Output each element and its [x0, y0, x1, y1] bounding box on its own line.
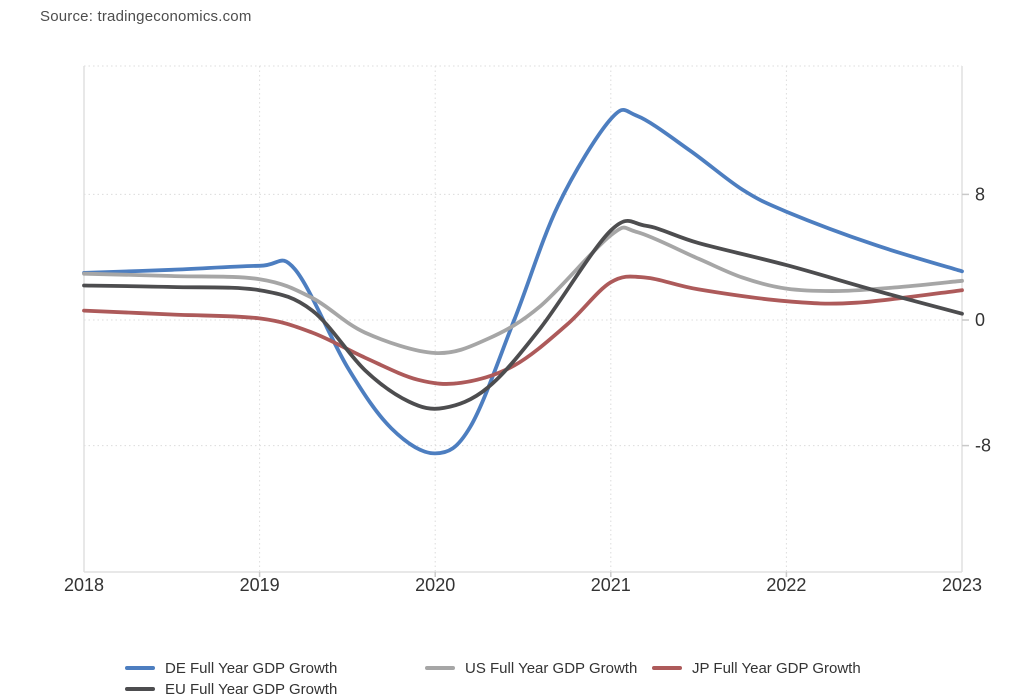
series-line-us[interactable] — [82, 225, 964, 355]
eu-series-swatch — [125, 687, 155, 691]
x-tick-label: 2018 — [64, 575, 104, 595]
legend-item-de[interactable]: DE Full Year GDP Growth — [125, 659, 337, 677]
series-line-eu[interactable] — [82, 219, 964, 411]
legend-item-jp[interactable]: JP Full Year GDP Growth — [652, 659, 861, 677]
x-tick-label: 2023 — [942, 575, 982, 595]
legend-item-eu[interactable]: EU Full Year GDP Growth — [125, 680, 337, 698]
legend-label-de: DE Full Year GDP Growth — [165, 659, 338, 677]
legend-label-jp: JP Full Year GDP Growth — [692, 659, 861, 677]
source-attribution: Source: tradingeconomics.com — [40, 8, 252, 25]
x-tick-label: 2019 — [240, 575, 280, 595]
us-series-swatch — [425, 666, 455, 670]
legend-label-eu: EU Full Year GDP Growth — [165, 680, 338, 698]
y-tick-label: -8 — [975, 436, 991, 456]
series-line-de[interactable] — [82, 108, 964, 456]
y-tick-label: 0 — [975, 310, 985, 330]
series-line-jp[interactable] — [82, 274, 964, 386]
x-tick-label: 2021 — [591, 575, 631, 595]
legend-item-us[interactable]: US Full Year GDP Growth — [425, 659, 637, 677]
de-series-swatch — [125, 666, 155, 670]
x-tick-label: 2020 — [415, 575, 455, 595]
x-tick-label: 2022 — [766, 575, 806, 595]
gdp-growth-line-chart[interactable]: 8 0 -8 2018 2019 2020 2021 2022 2023 — [0, 0, 1024, 640]
legend-label-us: US Full Year GDP Growth — [465, 659, 638, 677]
jp-series-swatch — [652, 666, 682, 670]
y-tick-label: 8 — [975, 184, 985, 204]
